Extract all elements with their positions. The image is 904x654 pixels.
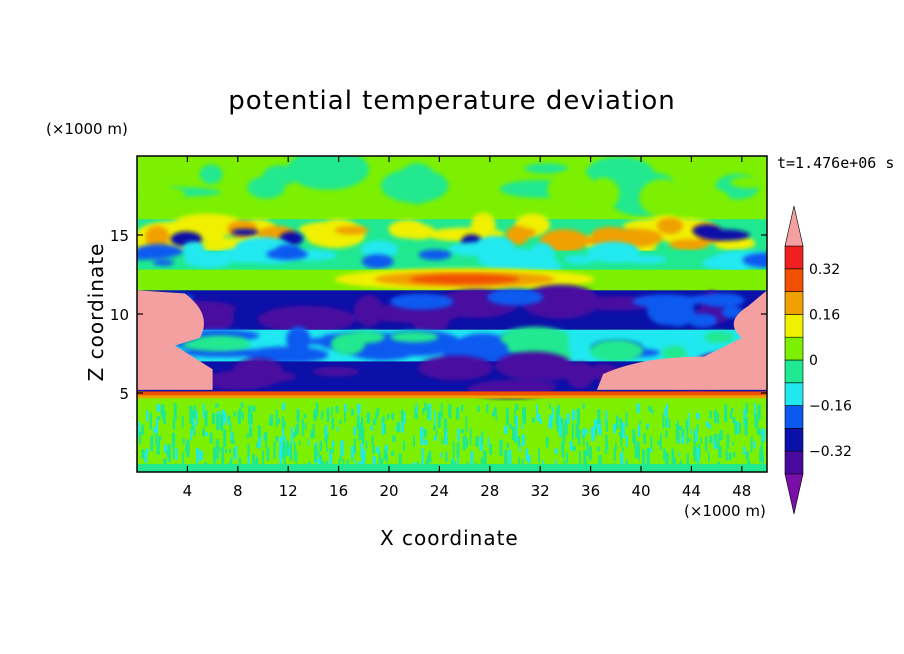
time-label: t=1.476e+06 s — [777, 154, 895, 172]
x-tick-label: 36 — [581, 482, 600, 500]
colorbar-segment — [784, 245, 804, 270]
colorbar: 0.32 0.16 0 −0.16 −0.32 — [784, 205, 852, 515]
chart-title: potential temperature deviation — [228, 86, 676, 116]
x-tick-label: 8 — [233, 482, 243, 500]
y-tick-label: 10 — [110, 306, 129, 324]
patch-blue-13 — [137, 244, 767, 269]
y-tick-label: 5 — [119, 385, 129, 403]
lens-red — [409, 274, 520, 285]
colorbar-segment — [784, 450, 804, 475]
x-tick-label: 48 — [732, 482, 751, 500]
x-axis-label: X coordinate — [380, 526, 519, 550]
x-tick-label: 32 — [531, 482, 550, 500]
colorbar-segment — [784, 336, 804, 361]
x-tick-label: 12 — [279, 482, 298, 500]
colorbar-extend-high — [784, 205, 804, 247]
plot-area — [137, 156, 767, 472]
x-tick-label: 16 — [329, 482, 348, 500]
patch-mint-8 — [182, 326, 735, 366]
colorbar-segment — [784, 268, 804, 292]
colorbar-segment — [784, 405, 804, 429]
pink-right — [596, 290, 767, 390]
pink-left — [137, 290, 213, 390]
colorbar-segment — [784, 314, 804, 338]
colorbar-tick-label: −0.16 — [809, 399, 852, 415]
colorbar-tick-label: −0.32 — [809, 444, 852, 460]
patch-navy-15 — [170, 224, 750, 250]
band-bottom — [137, 464, 767, 472]
z-axis-unit: (×1000 m) — [46, 120, 128, 138]
y-tick-label: 15 — [110, 227, 129, 245]
x-ticks: 4 8 12 16 20 24 28 32 36 40 44 48 — [183, 156, 751, 500]
colorbar-segment — [784, 291, 804, 315]
x-tick-label: 44 — [682, 482, 701, 500]
stripe-red-5 — [137, 391, 767, 396]
colorbar-extend-low — [784, 473, 804, 515]
x-tick-label: 4 — [183, 482, 193, 500]
x-tick-label: 24 — [430, 482, 449, 500]
colorbar-segment — [784, 382, 804, 406]
x-tick-label: 28 — [480, 482, 499, 500]
y-ticks: 5 10 15 — [110, 227, 767, 403]
x-axis-unit: (×1000 m) — [684, 502, 766, 520]
x-tick-label: 20 — [379, 482, 398, 500]
patch-orange-15 — [145, 217, 723, 253]
colorbar-tick-label: 0 — [809, 353, 818, 369]
x-tick-label: 40 — [631, 482, 650, 500]
colorbar-segment — [784, 428, 804, 452]
stripe-orange-5 — [137, 395, 767, 399]
colorbar-tick-label: 0.32 — [809, 262, 840, 278]
colorbar-segment — [784, 359, 804, 384]
patch-top-green — [137, 170, 767, 217]
colorbar-tick-label: 0.16 — [809, 307, 840, 323]
